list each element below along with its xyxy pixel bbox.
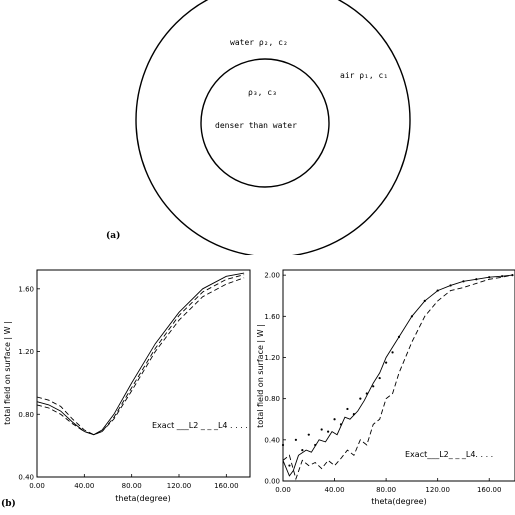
y-tick-label: 2.00 xyxy=(264,272,280,280)
series-l4-point xyxy=(385,361,388,364)
y-tick-label: 0.80 xyxy=(18,411,34,419)
y-axis-label: total field on surface | W | xyxy=(256,324,265,428)
x-tick-label: 160.00 xyxy=(214,482,239,490)
y-tick-label: 1.60 xyxy=(18,285,34,293)
middle-medium-label: water ρ₂, c₂ xyxy=(230,38,288,47)
series-l4-line xyxy=(36,277,245,436)
series-l4-point xyxy=(397,335,401,339)
plot-frame xyxy=(36,269,251,478)
series-l4-point xyxy=(488,276,491,279)
series-l4-point xyxy=(410,315,413,318)
series-l2-line xyxy=(282,274,513,481)
y-tick-label: 0.40 xyxy=(18,474,34,482)
series-l4-point xyxy=(391,351,394,354)
chart-right: 0.00 40.00 80.00 120.00 160.00 0.00 0.40 0.80 1.… xyxy=(256,269,515,506)
series-l4-point xyxy=(346,407,349,411)
y-tick-label: 1.20 xyxy=(18,348,34,356)
panel-b-label-wrap: (b) xyxy=(1,498,16,509)
x-tick-label: 0.00 xyxy=(29,482,45,490)
series-l4-point xyxy=(365,392,368,395)
series-l4-point xyxy=(352,412,355,416)
y-tick-label: 0.00 xyxy=(264,478,280,486)
series-exact-line xyxy=(36,272,245,436)
series-exact-line xyxy=(282,274,513,477)
outer-circle xyxy=(135,0,411,255)
series-l4-point xyxy=(320,428,323,431)
outer-medium-label: air ρ₁, c₁ xyxy=(340,71,388,80)
y-tick-label: 0.80 xyxy=(264,395,280,403)
diagram-a: air ρ₁, c₁ water ρ₂, c₂ ρ₃, c₃ denser th… xyxy=(106,0,411,255)
series-l4-point xyxy=(462,280,465,283)
x-tick-label: 120.00 xyxy=(425,486,450,494)
y-tick-label: 1.20 xyxy=(264,354,280,362)
series-l4-point xyxy=(359,397,362,400)
y-tick-label: 1.60 xyxy=(264,313,280,321)
inner-medium-description: denser than water xyxy=(215,121,297,130)
series-l4-point xyxy=(288,464,291,467)
chart-left: 0.00 40.00 80.00 120.00 160.00 0.40 0.80 1.20 1.… xyxy=(3,269,251,503)
x-axis-label: theta(degree) xyxy=(115,494,170,503)
series-l4-point xyxy=(281,443,285,447)
x-tick-label: 120.00 xyxy=(167,482,192,490)
series-l4-point xyxy=(475,278,478,281)
y-tick-label: 0.40 xyxy=(264,436,280,444)
legend: Exact ___L2 _ _ _L4 . . . . xyxy=(152,421,248,430)
x-tick-label: 160.00 xyxy=(477,486,502,494)
series-l4-point xyxy=(294,438,297,441)
inner-circle xyxy=(200,58,330,188)
series-l4-point xyxy=(327,430,330,433)
x-axis-label: theta(degree) xyxy=(371,497,426,506)
legend: Exact___L2_ _ _L4. . . . xyxy=(405,450,493,459)
plot-frame xyxy=(282,269,515,482)
inner-medium-label: ρ₃, c₃ xyxy=(248,88,277,97)
series-l4-point xyxy=(314,443,317,447)
series-l4-point xyxy=(501,275,504,278)
series-l4-point xyxy=(423,299,426,302)
panel-a-label: (a) xyxy=(106,230,120,241)
x-tick-label: 0.00 xyxy=(275,486,291,494)
x-tick-label: 40.00 xyxy=(74,482,94,490)
series-l4-point xyxy=(333,418,336,421)
y-axis-label: total field on surface | W | xyxy=(3,321,12,425)
series-l4-point xyxy=(301,449,304,452)
series-l4-point xyxy=(307,433,310,436)
series-l4-point xyxy=(378,376,381,380)
series-l4-point xyxy=(449,284,452,287)
panel-b-label: (b) xyxy=(1,498,16,509)
series-l4-point xyxy=(372,385,375,388)
series-l4-point xyxy=(511,274,514,277)
series-l4-point xyxy=(339,423,343,426)
series-l4-point xyxy=(436,289,439,292)
x-tick-label: 80.00 xyxy=(376,486,396,494)
series-l2-line xyxy=(36,274,245,436)
x-tick-label: 80.00 xyxy=(122,482,142,490)
x-tick-label: 40.00 xyxy=(325,486,345,494)
